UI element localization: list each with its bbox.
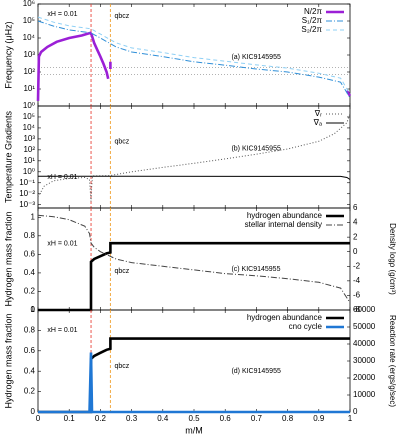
legend-label: ∇ᵣ [314,109,322,118]
y2-tick-label: -6 [353,291,361,300]
x-tick-label: 0 [36,414,41,423]
y2-tick-label: 20000 [353,373,376,382]
y2-tick-label: 30000 [353,356,376,365]
annotation: (a) KIC9145955 [231,54,281,61]
series-line [37,20,351,99]
x-tick-label: 0.7 [251,414,263,423]
y-tick-label: 0.8 [24,326,36,335]
y2-axis-label: Density logρ (g/cm³) [388,223,397,295]
y2-tick-label: 60000 [353,305,376,314]
y2-tick-label: 50000 [353,322,376,331]
y-tick-label: 10³ [23,50,35,59]
y-tick-label: 1 [31,305,36,314]
y-tick-label: 10⁻¹ [19,178,35,187]
y-axis-label: Temperature Gradients [3,110,13,203]
y2-tick-label: 0 [353,407,358,416]
x-tick-label: 0.5 [188,414,200,423]
y-tick-label: 0.4 [24,268,36,277]
y2-tick-label: 6 [353,203,358,212]
x-tick-label: 0.2 [95,414,107,423]
y-tick-label: 10⁵ [23,16,35,25]
y-tick-label: 10⁻³ [19,200,35,209]
y-tick-label: 0 [31,305,36,314]
annotation: qbcz [114,363,129,370]
annotation: qbcz [114,268,129,275]
y2-axis-label: Reaction rate (ergs/g/sec) [388,315,397,407]
legend-label: S₁/2π [302,16,323,25]
y-tick-label: 10³ [23,134,35,143]
y-tick-label: 10¹ [23,156,35,165]
annotation: (c) KIC9145955 [231,266,280,273]
y-tick-label: 0.6 [24,249,36,258]
y2-tick-label: -2 [353,261,361,270]
y-tick-label: 10⁵ [23,112,35,121]
y-tick-label: 0.6 [24,346,36,355]
y-tick-label: 1 [31,212,36,221]
y-tick-label: 10² [23,67,35,76]
series-line [37,175,351,180]
y-axis-label: Hydrogen mass fraction [3,313,13,408]
x-tick-label: 0.6 [220,414,232,423]
x-tick-label: 1 [348,414,353,423]
legend-label: ∇ₐ [313,118,323,127]
y2-tick-label: 40000 [353,339,376,348]
annotation: (d) KIC9145955 [231,368,281,375]
y-tick-label: 10⁻² [19,189,35,198]
annotation: xH = 0.01 [47,241,77,248]
series-line [38,337,350,414]
y-tick-label: 10⁶ [23,0,35,8]
y-tick-label: 10⁴ [23,33,36,42]
x-tick-label: 0.4 [157,414,169,423]
y-tick-label: 0 [31,407,36,416]
series-line [38,352,350,414]
y-tick-label: 10⁴ [23,123,36,132]
series-line [37,113,351,202]
annotation: xH = 0.01 [47,174,77,181]
series-line [36,31,352,101]
legend-label: hydrogen abundance [247,313,323,322]
annotation: (b) KIC9145955 [231,146,281,153]
legend-label: N/2π [304,7,322,16]
y2-tick-label: -8 [353,305,361,314]
annotation: qbcz [114,139,129,146]
x-tick-label: 0.3 [126,414,138,423]
series-line [37,214,351,303]
annotation: qbcz [114,13,129,20]
x-axis-label: m/M [185,425,203,435]
y-tick-label: 0.4 [24,366,36,375]
y-axis-label: Frequency (μHz) [3,21,13,88]
y-tick-label: 10¹ [23,84,35,93]
legend-label: S₂/2π [301,25,322,34]
y2-tick-label: 4 [353,218,358,227]
y-axis-label: Hydrogen mass fraction [3,211,13,306]
y-tick-label: 0.8 [24,231,36,240]
legend-label: stellar internal density [245,220,322,229]
plot-frame [37,105,351,209]
legend-label: hydrogen abundance [247,211,323,220]
y-tick-label: 0.2 [24,287,36,296]
y-tick-label: 10⁰ [23,101,35,110]
y-tick-label: 10⁰ [23,167,35,176]
x-tick-label: 0.8 [282,414,294,423]
annotation: xH = 0.01 [47,11,77,18]
y2-tick-label: 10000 [353,390,376,399]
y-tick-label: 0.2 [24,387,36,396]
annotation: xH = 0.01 [47,327,77,334]
y2-tick-label: 2 [353,232,358,241]
y-tick-label: 10² [23,145,35,154]
y2-tick-label: -4 [353,276,361,285]
x-tick-label: 0.1 [64,414,76,423]
y2-tick-label: 0 [353,247,358,256]
legend-label: cno cycle [289,322,323,331]
series-line [38,241,350,312]
x-tick-label: 0.9 [313,414,325,423]
